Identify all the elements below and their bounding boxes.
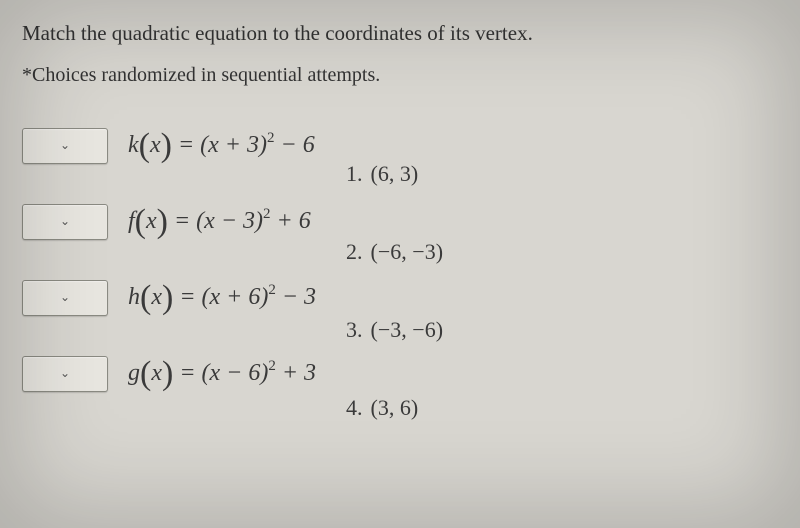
match-dropdown-4[interactable]: ⌄ bbox=[22, 356, 108, 392]
content-area: ⌄ k(x) = (x + 3)2 − 6 ⌄ f(x) = (x − 3)2 … bbox=[22, 127, 778, 473]
equations-column: ⌄ k(x) = (x + 3)2 − 6 ⌄ f(x) = (x − 3)2 … bbox=[22, 127, 316, 473]
equation-row: ⌄ g(x) = (x − 6)2 + 3 bbox=[22, 355, 316, 393]
chevron-down-icon: ⌄ bbox=[60, 214, 70, 229]
equation-k: k(x) = (x + 3)2 − 6 bbox=[128, 127, 315, 165]
equation-g: g(x) = (x − 6)2 + 3 bbox=[128, 355, 316, 393]
choice-3: 3.(−3, −6) bbox=[346, 317, 443, 343]
match-dropdown-2[interactable]: ⌄ bbox=[22, 204, 108, 240]
choices-column: 1.(6, 3) 2.(−6, −3) 3.(−3, −6) 4.(3, 6) bbox=[346, 127, 443, 473]
equation-row: ⌄ f(x) = (x − 3)2 + 6 bbox=[22, 203, 316, 241]
equation-f: f(x) = (x − 3)2 + 6 bbox=[128, 203, 311, 241]
choice-2: 2.(−6, −3) bbox=[346, 239, 443, 265]
choice-4: 4.(3, 6) bbox=[346, 395, 443, 421]
equation-h: h(x) = (x + 6)2 − 3 bbox=[128, 279, 316, 317]
chevron-down-icon: ⌄ bbox=[60, 290, 70, 305]
chevron-down-icon: ⌄ bbox=[60, 138, 70, 153]
chevron-down-icon: ⌄ bbox=[60, 366, 70, 381]
match-dropdown-3[interactable]: ⌄ bbox=[22, 280, 108, 316]
match-dropdown-1[interactable]: ⌄ bbox=[22, 128, 108, 164]
equation-row: ⌄ k(x) = (x + 3)2 − 6 bbox=[22, 127, 316, 165]
randomization-note: *Choices randomized in sequential attemp… bbox=[22, 64, 778, 87]
instruction-text: Match the quadratic equation to the coor… bbox=[22, 18, 778, 50]
choice-1: 1.(6, 3) bbox=[346, 161, 443, 187]
equation-row: ⌄ h(x) = (x + 6)2 − 3 bbox=[22, 279, 316, 317]
